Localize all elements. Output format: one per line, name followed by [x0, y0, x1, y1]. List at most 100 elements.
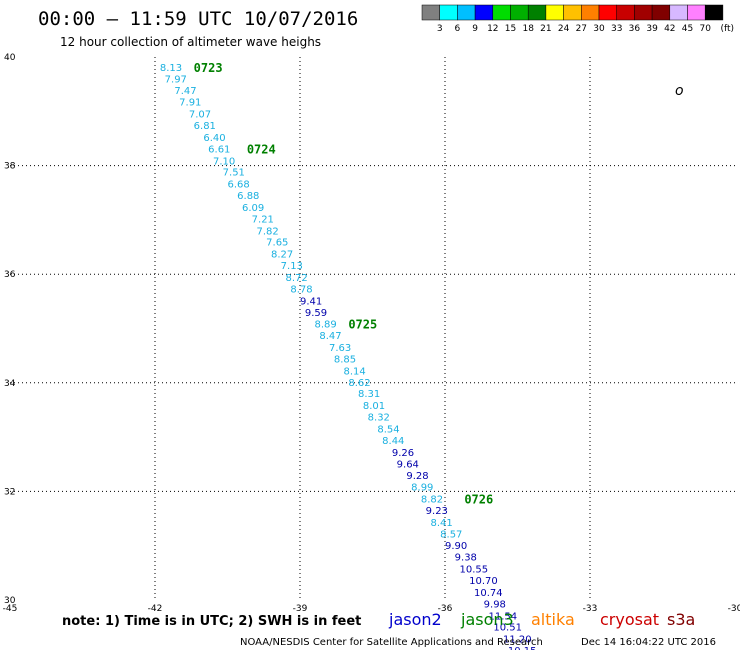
time-label: 0723: [194, 61, 223, 75]
swh-point-label: 10.51: [493, 623, 522, 634]
footer-note: note: 1) Time is in UTC; 2) SWH is in fe…: [62, 614, 361, 629]
swh-point-label: 7.47: [174, 86, 196, 97]
swh-point-label: 9.23: [426, 506, 448, 517]
swh-point-label: 9.98: [484, 599, 506, 610]
y-tick-label: 36: [4, 270, 16, 280]
swh-point-label: 8.01: [363, 401, 385, 412]
plot-area: -45 -42 -39 -36 -33 -303032343638408.137.977.…: [3, 53, 740, 650]
colorbar-label: 36: [629, 24, 641, 34]
colorbar-label: 30: [593, 24, 605, 34]
swh-point-label: 8.57: [440, 529, 462, 540]
x-tick-label: -45: [3, 604, 18, 614]
legend-item-cryosat: cryosat: [600, 610, 659, 629]
colorbar-swatch: [563, 4, 582, 21]
colorbar-label: 6: [455, 24, 461, 34]
time-label: 0724: [247, 142, 276, 156]
legend-item-s3a: s3a: [667, 610, 695, 629]
swh-point-label: 8.85: [334, 354, 356, 365]
colorbar-label: 15: [505, 24, 516, 34]
swh-point-label: 8.41: [431, 518, 453, 529]
x-tick-label: -39: [293, 604, 308, 614]
y-tick-label: 34: [4, 379, 16, 389]
y-tick-label: 30: [4, 596, 16, 606]
swh-point-label: 8.44: [382, 436, 404, 447]
colorbar-swatch: [545, 4, 564, 21]
colorbar-swatch: [492, 4, 511, 21]
swh-point-label: 9.38: [455, 553, 477, 564]
swh-point-label: 11.20: [503, 635, 532, 646]
swh-point-label: 8.82: [421, 495, 443, 506]
swh-point-label: 7.10: [213, 156, 235, 167]
colorbar-swatch: [457, 4, 476, 21]
colorbar-label: 42: [664, 24, 675, 34]
time-label: 0725: [348, 318, 377, 332]
swh-point-label: 10.74: [474, 588, 503, 599]
swh-point-label: 10.70: [469, 576, 498, 587]
colorbar-label: 27: [576, 24, 587, 34]
swh-point-label: 7.21: [252, 214, 274, 225]
colorbar-swatch: [421, 4, 440, 21]
colorbar-label: 9: [472, 24, 478, 34]
legend-item-altika: altika: [531, 610, 575, 629]
swh-point-label: 7.97: [165, 74, 187, 85]
swh-point-label: 8.99: [411, 483, 433, 494]
footer-timestamp: Dec 14 16:04:22 UTC 2016: [581, 637, 716, 648]
swh-point-label: 8.62: [348, 378, 370, 389]
swh-point-label: 7.65: [266, 238, 288, 249]
legend-item-jason3: jason3: [460, 610, 514, 629]
chart-title: 00:00 – 11:59 UTC 10/07/2016: [38, 8, 358, 30]
satellite-legend: jason2 jason3 altika cryosat s3a: [388, 610, 695, 629]
swh-point-label: 9.59: [305, 308, 327, 319]
footer: note: 1) Time is in UTC; 2) SWH is in fe…: [62, 614, 716, 648]
colorbar-swatch: [651, 4, 671, 21]
y-tick-label: 32: [4, 487, 15, 497]
colorbar-swatch: [510, 4, 529, 21]
colorbar-swatch: [669, 4, 688, 21]
colorbar-unit: (ft): [720, 24, 734, 34]
chart-subtitle: 12 hour collection of altimeter wave hei…: [60, 35, 321, 49]
swh-point-label: 6.68: [228, 180, 250, 191]
swh-point-label: 7.13: [281, 261, 303, 272]
swh-point-label: 7.51: [223, 168, 245, 179]
swh-point-label: 8.47: [319, 331, 341, 342]
x-tick-label: -33: [583, 604, 598, 614]
colorbar-swatch: [598, 4, 617, 21]
y-tick-label: 38: [4, 162, 16, 172]
corner-mark: o: [675, 83, 684, 99]
swh-point-label: 9.64: [397, 459, 419, 470]
swh-point-label: 9.28: [406, 471, 428, 482]
colorbar-label: 70: [699, 24, 711, 34]
swh-point-label: 8.72: [286, 273, 308, 284]
time-label: 0726: [464, 493, 493, 507]
swh-point-label: 8.89: [315, 320, 337, 331]
colorbar-label: 18: [522, 24, 534, 34]
colorbar-swatch: [527, 4, 547, 21]
swh-point-label: 8.78: [290, 284, 312, 295]
swh-point-label: 6.81: [194, 121, 216, 132]
x-tick-label: -30: [728, 604, 740, 614]
swh-point-label: 7.82: [257, 226, 279, 237]
swh-point-label: 8.32: [368, 413, 390, 424]
swh-point-label: 8.54: [377, 424, 399, 435]
colorbar-label: 33: [611, 24, 622, 34]
swh-point-label: 7.91: [179, 98, 201, 109]
colorbar-label: 12: [487, 24, 498, 34]
y-tick-label: 40: [4, 53, 16, 63]
colorbar-label: 39: [646, 24, 658, 34]
colorbar: 3 6 9 12 15 18 21 24 27 30 33 36 39 42 45 70 (ft): [421, 4, 734, 34]
swh-point-label: 6.61: [208, 144, 230, 155]
swh-point-label: 8.31: [358, 389, 380, 400]
colorbar-swatch: [439, 4, 458, 21]
swh-point-label: 6.88: [237, 191, 259, 202]
swh-point-label: 9.90: [445, 541, 467, 552]
colorbar-swatch: [634, 4, 653, 21]
footer-credit: NOAA/NESDIS Center for Satellite Applica…: [240, 637, 543, 648]
swh-point-label: 8.27: [271, 250, 293, 261]
swh-point-label: 7.63: [329, 343, 351, 354]
colorbar-swatch: [474, 4, 494, 21]
x-tick-label: -36: [438, 604, 453, 614]
colorbar-swatch: [581, 4, 600, 21]
colorbar-label: 24: [558, 24, 570, 34]
swh-point-label: 6.40: [203, 133, 225, 144]
